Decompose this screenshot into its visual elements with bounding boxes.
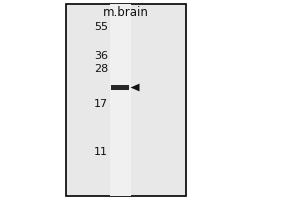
Text: m.brain: m.brain	[103, 6, 149, 19]
Text: 11: 11	[94, 147, 108, 157]
Text: 28: 28	[94, 64, 108, 74]
Text: 55: 55	[94, 22, 108, 32]
Bar	[66, 4, 186, 196]
Polygon shape	[130, 84, 140, 91]
Text: 17: 17	[94, 99, 108, 109]
Bar	[110, 4, 130, 196]
Bar	[111, 85, 129, 90]
Text: 36: 36	[94, 51, 108, 61]
